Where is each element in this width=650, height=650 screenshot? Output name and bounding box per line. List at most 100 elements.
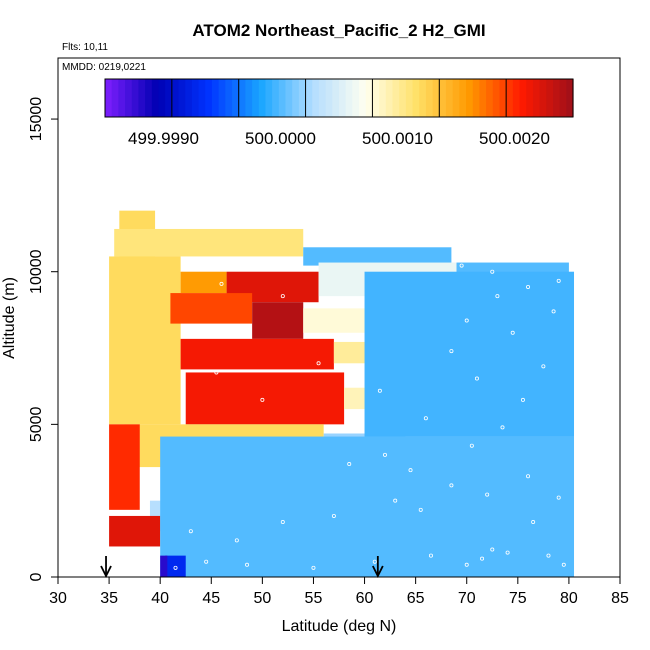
sample-point (526, 284, 531, 289)
heatmap-cell (160, 555, 168, 577)
colorbar-segment (479, 79, 487, 117)
sample-point (551, 309, 556, 314)
sample-point (449, 349, 454, 354)
colorbar-segment (532, 79, 541, 117)
sample-point (464, 562, 469, 567)
colorbar-segment (566, 79, 574, 117)
colorbar-tick-label: 500.0020 (479, 129, 550, 148)
sample-point (500, 425, 505, 430)
colorbar-segment (412, 79, 420, 117)
colorbar-segment (345, 79, 353, 117)
colorbar-segment (459, 79, 467, 117)
sample-point (331, 513, 336, 518)
colorbar-segment (399, 79, 407, 117)
sample-point (490, 547, 495, 552)
colorbar-segment (298, 79, 307, 117)
sample-point (459, 263, 464, 268)
colorbar-segment (486, 79, 494, 117)
colorbar-segment (278, 79, 287, 117)
heatmap-cell (180, 271, 227, 294)
colorbar-tick-label: 500.0000 (245, 129, 316, 148)
colorbar-segment (492, 79, 501, 117)
colorbar-segment (359, 79, 367, 117)
sample-point (173, 565, 178, 570)
sample-point (428, 553, 433, 558)
heatmap-cell (160, 436, 575, 577)
colorbar-segment (252, 79, 260, 117)
heatmap-cell (109, 256, 181, 425)
sample-point (372, 559, 377, 564)
colorbar-segment (238, 79, 246, 117)
colorbar-segment (519, 79, 527, 117)
plot-frame (57, 57, 621, 578)
colorbar-segment (118, 79, 126, 117)
colorbar-segment (258, 79, 267, 117)
sample-point (219, 281, 224, 286)
colorbar-segment (145, 79, 153, 117)
sample-point (214, 370, 219, 375)
heatmap-cell (109, 515, 161, 547)
x-tick-label: 55 (305, 590, 323, 607)
colorbar-segment (151, 79, 160, 117)
colorbar-tick-label: 500.0010 (362, 129, 433, 148)
heatmap-cell (114, 228, 304, 257)
colorbar-segment (365, 79, 374, 117)
colorbar-segment (339, 79, 347, 117)
colorbar-segment (318, 79, 327, 117)
colorbar-segment (445, 79, 454, 117)
x-tick-label: 85 (611, 590, 629, 607)
x-axis-label: Latitude (deg N) (282, 618, 397, 635)
colorbar-segment (105, 79, 113, 117)
colorbar-segment (171, 79, 180, 117)
colorbar-segment (539, 79, 547, 117)
sample-point (204, 559, 209, 564)
axes: 30 35 40 45 50 55 60 65 70 75 80 85 0 5000 10000 15000 (28, 57, 629, 607)
colorbar-segment (232, 79, 240, 117)
colorbar-segment (552, 79, 561, 117)
colorbar-segment (452, 79, 460, 117)
colorbar-segment (526, 79, 534, 117)
colorbar-segment (292, 79, 300, 117)
sample-point (556, 278, 561, 283)
sample-point (393, 498, 398, 503)
colorbar-segment (185, 79, 193, 117)
sample-point (245, 562, 250, 567)
colorbar-segment (225, 79, 233, 117)
colorbar-segment (546, 79, 554, 117)
colorbar-segment (372, 79, 380, 117)
colorbar-segment (125, 79, 133, 117)
sample-point (188, 529, 193, 534)
sample-point (377, 388, 382, 393)
colorbar-segment (512, 79, 521, 117)
sample-point (280, 294, 285, 299)
y-tick-label: 0 (28, 572, 45, 581)
x-tick-label: 35 (100, 590, 118, 607)
chart-title: ATOM2 Northeast_Pacific_2 H2_GMI (192, 21, 485, 40)
sample-point (480, 556, 485, 561)
colorbar-tick-label: 499.9990 (128, 129, 199, 148)
colorbar-segment (191, 79, 200, 117)
sample-point (408, 468, 413, 473)
sample-point (316, 361, 321, 366)
colorbar-segment (325, 79, 333, 117)
colorbar-segment (272, 79, 280, 117)
sample-point (526, 474, 531, 479)
sample-point (469, 443, 474, 448)
sample-point (347, 462, 352, 467)
x-tick-label: 65 (407, 590, 425, 607)
colorbar-segment (419, 79, 427, 117)
colorbar-segment (265, 79, 273, 117)
colorbar-segment (178, 79, 186, 117)
colorbar-segment (405, 79, 414, 117)
sample-point (260, 397, 265, 402)
colorbar-segment (138, 79, 146, 117)
sample-point (464, 318, 469, 323)
colorbar-segment (439, 79, 447, 117)
sample-point (520, 397, 525, 402)
colorbar-segment (385, 79, 394, 117)
colorbar-segment (506, 79, 514, 117)
sample-point (485, 492, 490, 497)
colorbar-segment (131, 79, 140, 117)
